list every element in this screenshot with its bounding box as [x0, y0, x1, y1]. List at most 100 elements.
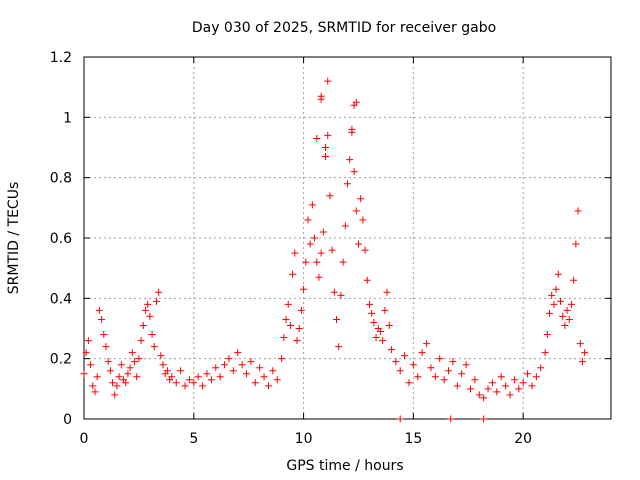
data-point — [326, 192, 334, 200]
data-point — [524, 370, 532, 378]
data-point — [284, 300, 292, 308]
y-tick-label: 0.6 — [50, 231, 72, 247]
data-point — [242, 370, 250, 378]
data-point — [124, 370, 132, 378]
data-point — [168, 373, 176, 381]
data-point — [423, 340, 431, 348]
data-point — [387, 346, 395, 354]
data-point — [306, 240, 314, 248]
data-point — [297, 306, 305, 314]
grid-layer — [84, 57, 611, 419]
data-point — [381, 306, 389, 314]
data-point — [89, 382, 97, 390]
data-point — [361, 246, 369, 254]
data-point — [330, 288, 338, 296]
data-point — [91, 388, 99, 396]
y-tick-label: 0.8 — [50, 171, 72, 187]
data-point — [466, 385, 474, 393]
data-point — [102, 343, 110, 351]
data-point — [379, 337, 387, 345]
data-point — [548, 291, 556, 299]
data-point — [146, 312, 154, 320]
data-point — [109, 379, 117, 387]
data-point — [300, 285, 308, 293]
data-point — [471, 376, 479, 384]
data-point — [328, 246, 336, 254]
y-tick-label: 0.4 — [50, 291, 72, 307]
data-point — [84, 337, 92, 345]
data-point — [368, 309, 376, 317]
data-point — [229, 367, 237, 375]
data-point — [117, 361, 125, 369]
data-point — [352, 98, 360, 106]
data-point — [537, 364, 545, 372]
data-point — [357, 195, 365, 203]
data-point — [221, 361, 229, 369]
data-point — [269, 367, 277, 375]
y-tick-label: 1 — [63, 110, 72, 126]
data-point — [528, 382, 536, 390]
data-point — [111, 391, 119, 399]
data-point — [82, 349, 90, 357]
data-point — [324, 77, 332, 85]
data-point — [144, 300, 152, 308]
data-point — [574, 207, 582, 215]
data-point — [532, 373, 540, 381]
data-point — [385, 321, 393, 329]
data-point — [519, 379, 527, 387]
data-point — [418, 349, 426, 357]
data-point — [480, 415, 488, 423]
data-point — [304, 216, 312, 224]
data-point — [185, 376, 193, 384]
data-point — [440, 376, 448, 384]
data-point — [104, 358, 112, 366]
data-point — [515, 385, 523, 393]
data-point — [260, 373, 268, 381]
data-point — [313, 134, 321, 142]
data-point — [578, 358, 586, 366]
data-point — [139, 321, 147, 329]
chart-title: Day 030 of 2025, SRMTID for receiver gab… — [192, 20, 496, 36]
data-point — [543, 331, 551, 339]
data-point — [302, 258, 310, 266]
data-point — [409, 361, 417, 369]
data-point — [339, 258, 347, 266]
data-point — [141, 306, 149, 314]
data-point — [106, 367, 114, 375]
data-point — [126, 364, 134, 372]
data-point — [552, 285, 560, 293]
y-tick-label: 1.2 — [50, 50, 72, 66]
data-point — [264, 382, 272, 390]
data-point — [137, 337, 145, 345]
data-point — [488, 379, 496, 387]
data-point — [95, 306, 103, 314]
data-point — [238, 361, 246, 369]
data-point — [203, 370, 211, 378]
data-point — [344, 180, 351, 188]
data-point — [565, 315, 573, 323]
data-point — [363, 276, 371, 284]
data-point — [199, 382, 207, 390]
data-point — [216, 373, 224, 381]
data-point — [561, 321, 569, 329]
data-point — [317, 249, 325, 257]
x-axis-label: GPS time / hours — [286, 458, 403, 474]
data-point — [493, 388, 501, 396]
data-point — [251, 379, 259, 387]
data-point — [177, 367, 185, 375]
data-point — [359, 216, 367, 224]
data-point — [337, 291, 345, 299]
data-point — [556, 297, 564, 305]
data-point — [475, 391, 483, 399]
data-point — [181, 382, 189, 390]
data-point — [131, 358, 139, 366]
data-point — [570, 276, 578, 284]
data-point — [372, 334, 380, 342]
data-point — [563, 306, 571, 314]
data-point — [550, 300, 558, 308]
data-point — [559, 312, 567, 320]
data-point — [190, 379, 198, 387]
data-point — [207, 376, 215, 384]
data-point — [234, 349, 242, 357]
